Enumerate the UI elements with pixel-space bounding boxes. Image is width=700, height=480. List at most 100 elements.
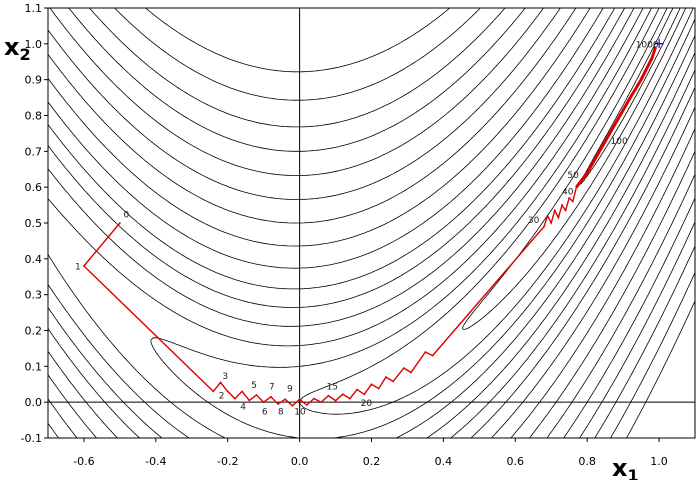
iteration-label: 40	[562, 187, 574, 197]
path-point-27	[392, 380, 394, 383]
path-point-6	[241, 390, 244, 393]
iteration-label: 100	[611, 137, 628, 147]
iteration-label: 15	[327, 383, 338, 393]
y-tick-label: 1.0	[25, 38, 43, 51]
path-point-46	[640, 78, 642, 81]
path-point-24	[370, 383, 373, 386]
x-axis-title: x1	[612, 454, 639, 480]
path-point-33	[546, 214, 549, 217]
path-point-2	[212, 390, 215, 393]
path-point-37	[561, 204, 563, 206]
iteration-label: 20	[361, 399, 373, 409]
contour-line-5	[48, 8, 695, 438]
path-point-38	[564, 209, 567, 212]
y-tick-label: 0.2	[25, 325, 43, 338]
path-point-13	[291, 404, 294, 407]
path-point-10	[269, 395, 272, 398]
y-tick-label: 0.8	[25, 110, 43, 123]
contour-line-9	[48, 8, 695, 438]
y-tick-label: 0.7	[25, 145, 43, 158]
y-tick-label: 0.4	[25, 253, 43, 266]
path-point-48	[654, 46, 657, 49]
y-tick-label: 0.3	[25, 289, 43, 302]
path-point-36	[557, 216, 560, 219]
x-tick-label: -0.6	[73, 455, 94, 468]
y-tick-label: -0.1	[21, 432, 42, 445]
path-point-5	[234, 397, 236, 400]
path-point-20	[341, 393, 344, 396]
iteration-label: 7	[269, 383, 275, 393]
path-point-17	[320, 401, 323, 404]
contour-line-2	[299, 8, 694, 415]
iteration-label: 9	[287, 384, 293, 394]
iteration-label: 30	[528, 216, 540, 226]
x-tick-label: 0.2	[363, 455, 381, 468]
y-tick-label: 0.5	[25, 217, 43, 230]
x-tick-label: 0.8	[578, 455, 596, 468]
path-point-42	[586, 171, 589, 174]
y-tick-label: 1.1	[25, 2, 43, 15]
contour-line-3	[150, 8, 695, 438]
contour-line-12	[49, 8, 695, 438]
iteration-label: 1	[75, 263, 81, 273]
path-point-7	[248, 399, 251, 402]
x-tick-label: -0.2	[217, 455, 238, 468]
contour-line-16	[145, 8, 695, 438]
contour-line-6	[48, 8, 695, 438]
x-tick-label: 0.4	[435, 455, 453, 468]
optimum-marker-group: +	[653, 36, 665, 52]
optimization-path	[82, 46, 657, 407]
iteration-label: 3	[222, 372, 228, 382]
iteration-label: 1000	[636, 40, 659, 50]
contour-line-7	[48, 8, 695, 438]
path-point-32	[543, 225, 545, 228]
path-point-30	[424, 351, 427, 353]
optimum-marker: +	[653, 36, 665, 52]
y-axis-title: x2	[4, 33, 31, 64]
x-tick-label: -0.4	[145, 455, 166, 468]
y-tick-label: 0.0	[25, 396, 43, 409]
path-point-40	[571, 200, 574, 203]
path-point-9	[262, 401, 265, 404]
path-point-43	[600, 146, 603, 149]
contour-line-10	[48, 8, 695, 438]
contour-line-13	[68, 8, 695, 438]
path-point-22	[356, 388, 359, 391]
path-point-39	[568, 197, 571, 199]
path-point-41	[575, 186, 578, 189]
iteration-label: 4	[240, 402, 246, 412]
path-point-3	[219, 381, 222, 384]
path-point-21	[349, 397, 351, 400]
axis-ticks: -0.6 -0.4 -0.2 0.0 0.2 0.4 0.6 0.8 1.0 -0.1 0.0 0.1…	[21, 2, 668, 468]
contour-lines	[48, 8, 695, 438]
contour-line-11	[48, 8, 695, 438]
contour-line-15	[114, 8, 695, 438]
path-point-26	[384, 376, 387, 378]
iteration-label: 2	[219, 392, 225, 402]
path-point-1	[83, 265, 85, 267]
iteration-labels: 0 1 2 3 4 5 6 7 8 9 10 15 20 30 40 50 100 1000	[75, 40, 659, 417]
iteration-label: 5	[251, 381, 257, 391]
contour-line-8	[48, 8, 695, 438]
x-tick-label: 0.0	[291, 455, 309, 468]
x-tick-label: 0.6	[507, 455, 525, 468]
y-tick-label: 0.6	[25, 181, 43, 194]
path-point-47	[650, 57, 653, 60]
path-point-14	[298, 398, 301, 401]
path-point-35	[553, 209, 556, 212]
iteration-label: 10	[294, 408, 306, 418]
path-point-8	[255, 394, 258, 396]
path-point-28	[402, 367, 405, 370]
iteration-label: 0	[123, 211, 129, 221]
path-point-12	[284, 398, 287, 401]
contour-line-4	[48, 8, 695, 438]
path-point-25	[377, 387, 380, 390]
path-point-18	[327, 394, 330, 397]
path-point-44	[615, 121, 617, 124]
path-point-23	[363, 393, 366, 396]
path-point-11	[277, 403, 279, 405]
path-point-19	[334, 399, 337, 402]
iteration-label: 50	[567, 171, 579, 181]
